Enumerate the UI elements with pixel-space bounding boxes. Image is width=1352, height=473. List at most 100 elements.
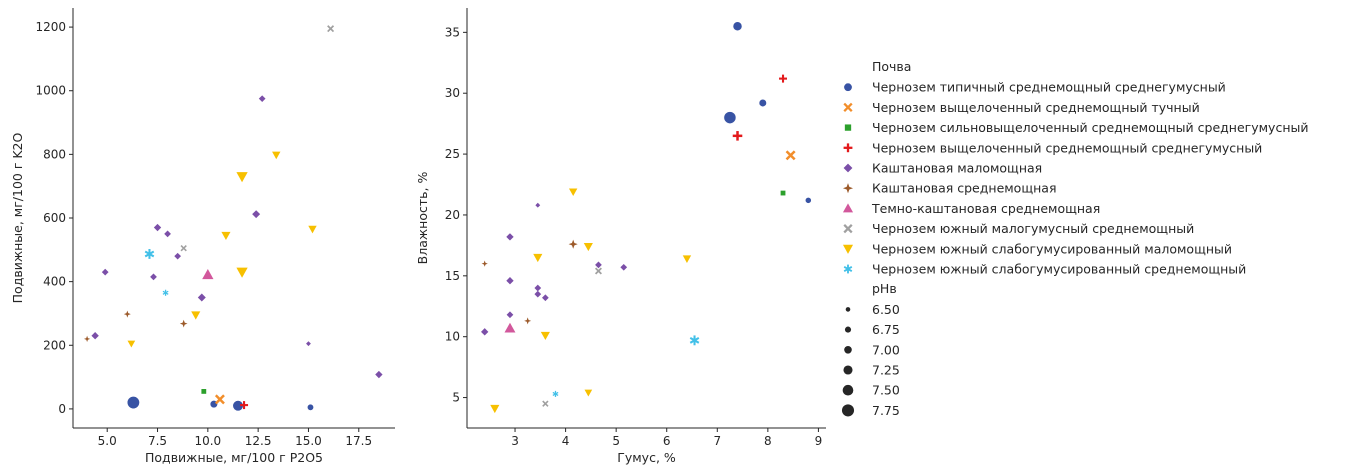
y-axis-label: Влажность, %	[415, 172, 430, 265]
y-tick-label: 800	[43, 147, 66, 161]
legend-marker	[843, 143, 853, 153]
x-tick-label: 4	[562, 434, 570, 448]
legend-item-label: Темно-каштановая среднемощная	[871, 201, 1100, 216]
data-point	[91, 332, 99, 340]
y-tick-label: 1200	[35, 20, 66, 34]
data-point	[153, 223, 162, 232]
legend-marker	[842, 183, 854, 194]
x-tick-label: 7	[713, 434, 721, 448]
data-point	[308, 225, 317, 234]
legend-size-marker	[844, 326, 852, 333]
data-point	[252, 210, 261, 219]
data-point	[174, 252, 182, 260]
y-tick-label: 600	[43, 211, 66, 225]
x-tick-label: 10.0	[194, 434, 221, 448]
data-point	[162, 289, 169, 296]
data-point	[221, 231, 231, 241]
x-tick-label: 17.5	[345, 434, 372, 448]
x-axis-label: Подвижные, мг/100 г P2O5	[145, 450, 323, 465]
legend: Почва pHв Чернозем типичный среднемощный…	[841, 59, 1308, 418]
data-point	[533, 253, 543, 263]
data-point	[568, 239, 578, 249]
x-axis-label: Гумус, %	[617, 450, 676, 465]
legend-marker	[843, 163, 853, 173]
legend-marker	[843, 82, 853, 92]
data-point	[191, 311, 201, 320]
x-tick-label: 6	[663, 434, 671, 448]
x-tick-label: 5.0	[98, 434, 117, 448]
data-point	[804, 196, 812, 204]
data-point	[83, 335, 91, 343]
data-point	[780, 190, 786, 196]
data-point	[785, 150, 796, 161]
legend-item-label: Каштановая маломощная	[872, 161, 1042, 176]
legend-item-label: Чернозем выщелоченный среднемощный средн…	[872, 140, 1262, 155]
chart-p2o5-vs-k2o: 5.0 7.5 10.0 12.5 15.0 17.5 0 200 400 600 800 1000 1…	[10, 8, 395, 465]
data-point	[594, 267, 602, 275]
data-point	[126, 396, 140, 410]
chart-humus-vs-moisture: 3 4 5 6 7 8 9 5 10 15 20 25 30 35 Гумус, % Влажность, %	[415, 8, 826, 465]
data-point	[732, 131, 743, 141]
data-point	[202, 268, 214, 280]
x-tick-label: 8	[764, 434, 772, 448]
data-point	[327, 25, 335, 33]
x-tick-label: 9	[815, 434, 823, 448]
data-point	[534, 284, 542, 292]
data-point	[127, 340, 136, 348]
legend-hue-title: Почва	[872, 59, 911, 74]
legend-size-marker	[841, 404, 855, 417]
data-point	[534, 290, 542, 298]
data-point	[481, 260, 488, 267]
data-point	[306, 403, 314, 411]
data-point	[524, 317, 532, 325]
legend-size-marker	[843, 365, 853, 375]
y-axis-label: Подвижные, мг/100 г K2O	[10, 132, 25, 303]
data-point	[144, 249, 155, 259]
legend-size-marker	[845, 307, 851, 312]
legend-size-label: 7.25	[872, 363, 900, 378]
y-tick-label: 5	[452, 391, 460, 405]
data-point	[375, 370, 383, 379]
data-point	[682, 255, 692, 263]
y-tick-label: 400	[43, 275, 66, 289]
legend-marker	[844, 124, 852, 131]
data-point	[732, 21, 743, 32]
data-point	[584, 389, 593, 397]
data-point	[150, 273, 157, 281]
y-tick-label: 200	[43, 338, 66, 352]
data-point	[506, 233, 514, 241]
data-point	[101, 268, 109, 276]
y-tick-label: 35	[445, 25, 460, 39]
legend-item-label: Чернозем выщелоченный среднемощный тучны…	[872, 100, 1200, 115]
x-tick-label: 5	[612, 434, 620, 448]
y-tick-label: 0	[58, 402, 66, 416]
legend-marker	[842, 244, 854, 254]
data-point	[258, 95, 266, 103]
data-point	[542, 294, 549, 302]
data-point	[583, 242, 593, 252]
data-point	[595, 261, 602, 269]
x-tick-label: 7.5	[148, 434, 167, 448]
x-tick-label: 12.5	[245, 434, 272, 448]
x-tick-label: 3	[511, 434, 519, 448]
legend-item-label: Каштановая среднемощная	[872, 181, 1056, 196]
data-point	[481, 328, 489, 336]
legend-marker	[843, 224, 853, 234]
legend-item-label: Чернозем типичный среднемощный среднегум…	[872, 80, 1226, 95]
data-point	[506, 277, 514, 285]
y-tick-label: 1000	[35, 84, 66, 98]
legend-marker	[842, 203, 854, 213]
data-point	[164, 230, 171, 238]
data-point	[201, 389, 207, 394]
legend-size-label: 6.50	[872, 302, 900, 317]
x-tick-label: 15.0	[295, 434, 322, 448]
legend-marker	[843, 102, 853, 112]
y-tick-label: 25	[445, 147, 460, 161]
legend-size-label: 7.00	[872, 342, 900, 357]
data-point	[723, 111, 737, 124]
data-point	[758, 98, 767, 108]
data-point	[542, 400, 549, 407]
data-point	[123, 310, 131, 318]
data-point	[306, 341, 311, 347]
